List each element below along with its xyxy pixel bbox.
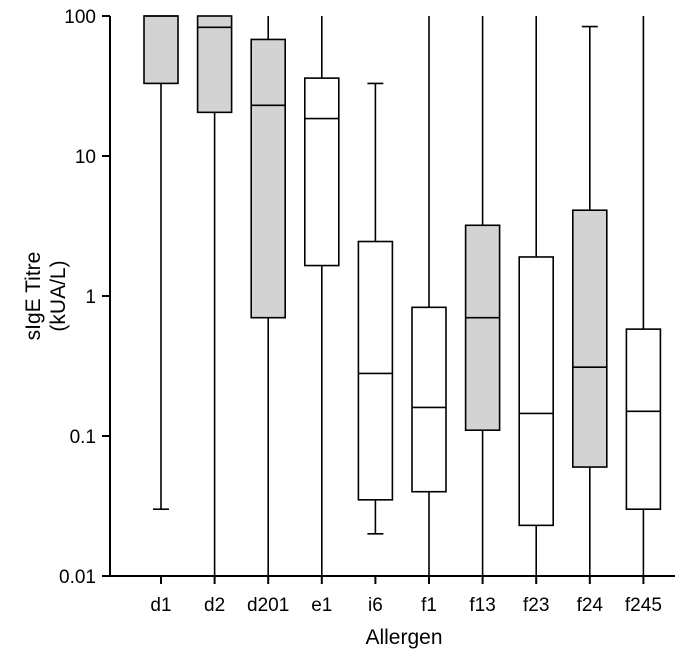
x-tick-label: f24	[577, 595, 604, 616]
iqr-box	[464, 224, 501, 432]
box-f13	[464, 16, 501, 576]
box-d1	[143, 15, 179, 511]
x-tick-label: d1	[150, 595, 171, 616]
iqr-box	[411, 306, 447, 493]
box-e1	[303, 16, 340, 576]
x-tick-label: f1	[421, 595, 437, 616]
iqr-box	[250, 38, 286, 319]
iqr-box	[518, 256, 555, 527]
x-tick-label: i6	[368, 595, 383, 616]
x-tick-label: e1	[311, 595, 332, 616]
iqr-box	[143, 15, 179, 85]
y-tick-label: 100	[64, 7, 96, 28]
box-d201	[250, 16, 286, 576]
x-tick-label: d2	[204, 595, 225, 616]
iqr-box	[196, 15, 233, 114]
x-tick-label: f23	[523, 595, 549, 616]
y-axis-title: sIgE Titre (kUA/L)	[22, 252, 70, 341]
y-axis-title-line-2: (kUA/L)	[47, 260, 70, 331]
y-tick-label: 0.1	[70, 427, 96, 448]
box-i6	[357, 82, 394, 535]
iqr-box	[625, 328, 662, 511]
x-axis-ticks: d1 d2 d201 e1 i6 f1 f13 f23 f24 f245	[150, 576, 662, 616]
iqr-box	[571, 209, 608, 468]
y-tick-label: 0.01	[59, 567, 96, 588]
iqr-box	[357, 240, 394, 501]
box-f1	[411, 16, 447, 576]
plot-area: 0.01 0.1 1 10 100 d1 d2 d201 e1 i6 f1 f13 f23 f24 f24…	[59, 7, 675, 616]
box-f24	[571, 25, 608, 576]
box-d2	[196, 15, 233, 576]
y-axis-ticks: 0.01 0.1 1 10 100	[59, 7, 110, 588]
boxes	[143, 15, 662, 576]
x-tick-label: f245	[625, 595, 662, 616]
x-tick-label: f13	[469, 595, 495, 616]
y-tick-label: 1	[85, 287, 96, 308]
x-axis-title: Allergen	[365, 626, 442, 649]
x-tick-label: d201	[247, 595, 289, 616]
box-f245	[625, 16, 662, 576]
iqr-box	[303, 77, 340, 267]
y-tick-label: 10	[75, 147, 96, 168]
y-axis-title-line-1: sIgE Titre	[22, 252, 45, 341]
box-f23	[518, 16, 555, 576]
